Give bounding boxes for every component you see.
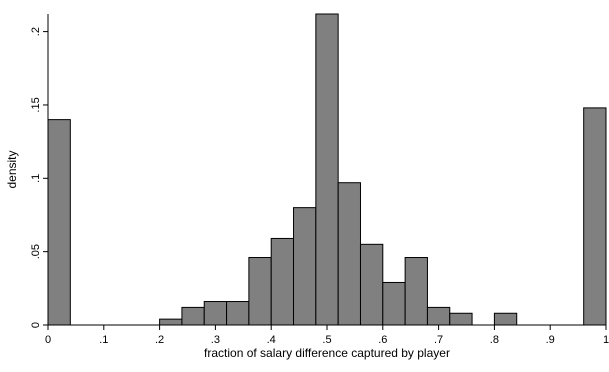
histogram-bar xyxy=(47,119,71,326)
histogram-bar xyxy=(293,207,317,326)
histogram-bar xyxy=(248,257,272,326)
y-ticks-group: 0 .05 .1 .15 .2 xyxy=(30,27,48,328)
histogram-bar xyxy=(583,107,607,326)
x-tick-label: 0 xyxy=(45,334,51,346)
y-tick-label: .15 xyxy=(30,97,42,112)
y-tick-label: 0 xyxy=(30,322,42,328)
y-tick-label: .05 xyxy=(30,244,42,259)
x-axis-title: fraction of salary difference captured b… xyxy=(204,346,450,360)
x-tick-label: .1 xyxy=(99,334,108,346)
x-tick-label: .7 xyxy=(434,334,443,346)
histogram-bar xyxy=(382,281,406,326)
histogram-bar xyxy=(404,257,428,326)
x-ticks-group: 0 .1 .2 .3 .4 .5 .6 .7 .8 .9 1 xyxy=(45,325,609,346)
x-tick-label: .6 xyxy=(378,334,387,346)
y-axis-title: density xyxy=(5,150,19,188)
histogram-bar xyxy=(426,306,451,326)
histogram-bar xyxy=(493,312,518,326)
x-tick-label: .5 xyxy=(322,334,331,346)
histogram-bar xyxy=(181,306,205,326)
x-tick-label: .8 xyxy=(490,334,499,346)
y-tick-label: .1 xyxy=(30,174,42,183)
histogram-bar xyxy=(159,318,183,326)
y-tick-label: .2 xyxy=(30,27,42,36)
x-tick-label: .2 xyxy=(155,334,164,346)
histogram-bar xyxy=(270,237,295,326)
histogram-bar xyxy=(359,243,384,326)
x-tick-label: .4 xyxy=(267,334,276,346)
x-tick-label: 1 xyxy=(603,334,609,346)
x-tick-label: .3 xyxy=(211,334,220,346)
histogram-bar xyxy=(203,301,228,326)
bars-group xyxy=(47,13,607,326)
histogram-bar xyxy=(449,312,473,326)
histogram-bar xyxy=(226,301,250,326)
histogram-bar xyxy=(315,13,339,326)
histogram-bar xyxy=(337,182,361,326)
x-tick-label: .9 xyxy=(546,334,555,346)
